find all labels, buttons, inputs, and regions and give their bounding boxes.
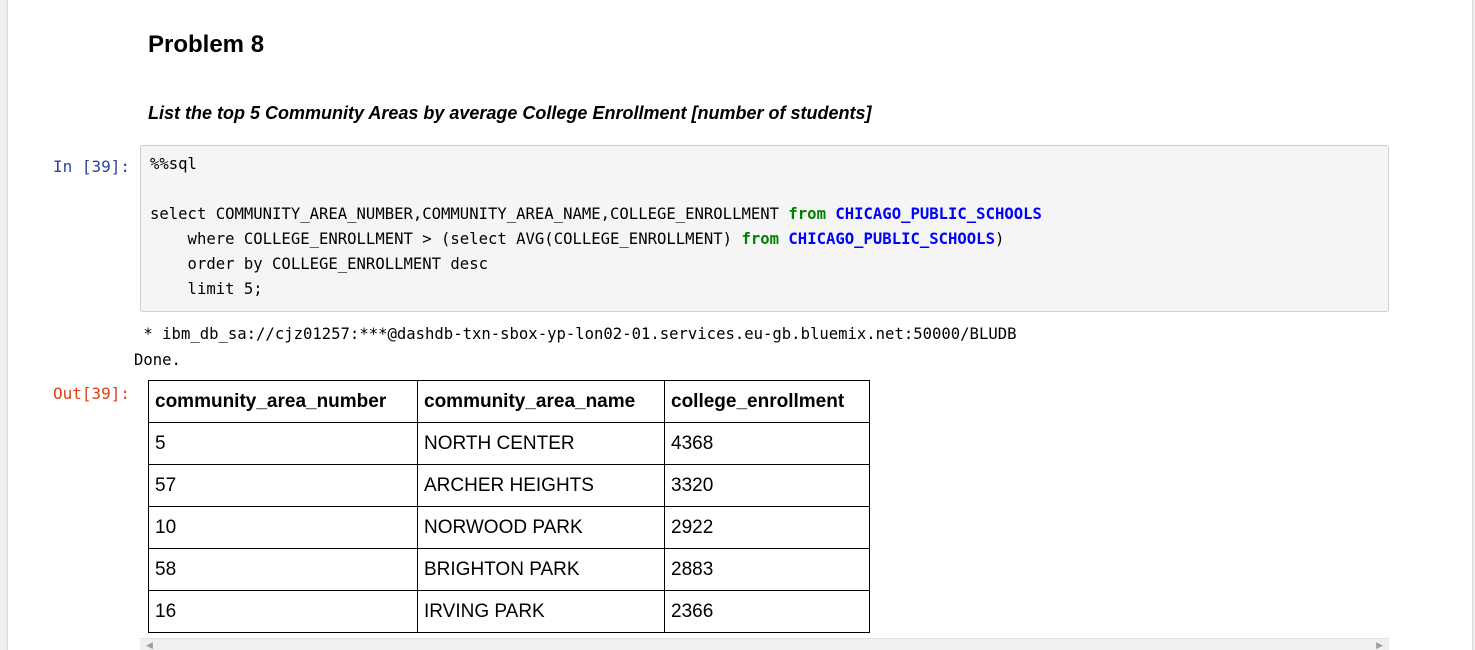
- column-header: college_enrollment: [664, 380, 870, 423]
- table-cell: 4368: [664, 422, 870, 465]
- table-cell: NORTH CENTER: [417, 422, 665, 465]
- table-cell: 5: [148, 422, 418, 465]
- output-prompt: Out[39]:: [52, 384, 130, 403]
- table-row: 58 BRIGHTON PARK 2883: [148, 548, 870, 591]
- table-cell: 57: [148, 464, 418, 507]
- table-cell: 2883: [664, 548, 870, 591]
- table-row: 5 NORTH CENTER 4368: [148, 422, 870, 465]
- table-header-row: community_area_number community_area_nam…: [148, 380, 870, 423]
- status-text: Done.: [134, 351, 181, 369]
- table-cell: 10: [148, 506, 418, 549]
- code-line-1: select COMMUNITY_AREA_NUMBER,COMMUNITY_A…: [150, 205, 1042, 223]
- table-cell: 16: [148, 590, 418, 633]
- table-row: 16 IRVING PARK 2366: [148, 590, 870, 633]
- code-magic: %%sql: [150, 155, 197, 173]
- table-cell: IRVING PARK: [417, 590, 665, 633]
- markdown-heading: Problem 8: [148, 31, 265, 58]
- table-row: 57 ARCHER HEIGHTS 3320: [148, 464, 870, 507]
- cell-stdout: * ibm_db_sa://cjz01257:***@dashdb-txn-sb…: [134, 321, 1017, 373]
- result-table: community_area_number community_area_nam…: [148, 380, 870, 633]
- code-text: %%sql select COMMUNITY_AREA_NUMBER,COMMU…: [150, 152, 1379, 302]
- table-cell: 2922: [664, 506, 870, 549]
- code-line-3: order by COLLEGE_ENROLLMENT desc: [150, 255, 488, 273]
- input-prompt: In [39]:: [52, 157, 130, 176]
- markdown-subheading: List the top 5 Community Areas by averag…: [148, 103, 872, 123]
- column-header: community_area_name: [417, 380, 665, 423]
- connection-string: * ibm_db_sa://cjz01257:***@dashdb-txn-sb…: [134, 325, 1017, 343]
- table-cell: 2366: [664, 590, 870, 633]
- table-cell: 58: [148, 548, 418, 591]
- table-cell: NORWOOD PARK: [417, 506, 665, 549]
- scroll-left-icon[interactable]: ◀: [146, 641, 153, 650]
- scroll-right-icon[interactable]: ▶: [1376, 641, 1383, 650]
- output-horizontal-scrollbar[interactable]: ◀ ▶: [140, 638, 1389, 650]
- table-row: 10 NORWOOD PARK 2922: [148, 506, 870, 549]
- column-header: community_area_number: [148, 380, 418, 423]
- notebook-page: Problem 8 List the top 5 Community Areas…: [7, 0, 1473, 650]
- code-line-2: where COLLEGE_ENROLLMENT > (select AVG(C…: [150, 230, 1005, 248]
- code-editor[interactable]: %%sql select COMMUNITY_AREA_NUMBER,COMMU…: [140, 145, 1389, 312]
- code-line-4: limit 5;: [150, 280, 263, 298]
- table-cell: BRIGHTON PARK: [417, 548, 665, 591]
- table-cell: ARCHER HEIGHTS: [417, 464, 665, 507]
- table-cell: 3320: [664, 464, 870, 507]
